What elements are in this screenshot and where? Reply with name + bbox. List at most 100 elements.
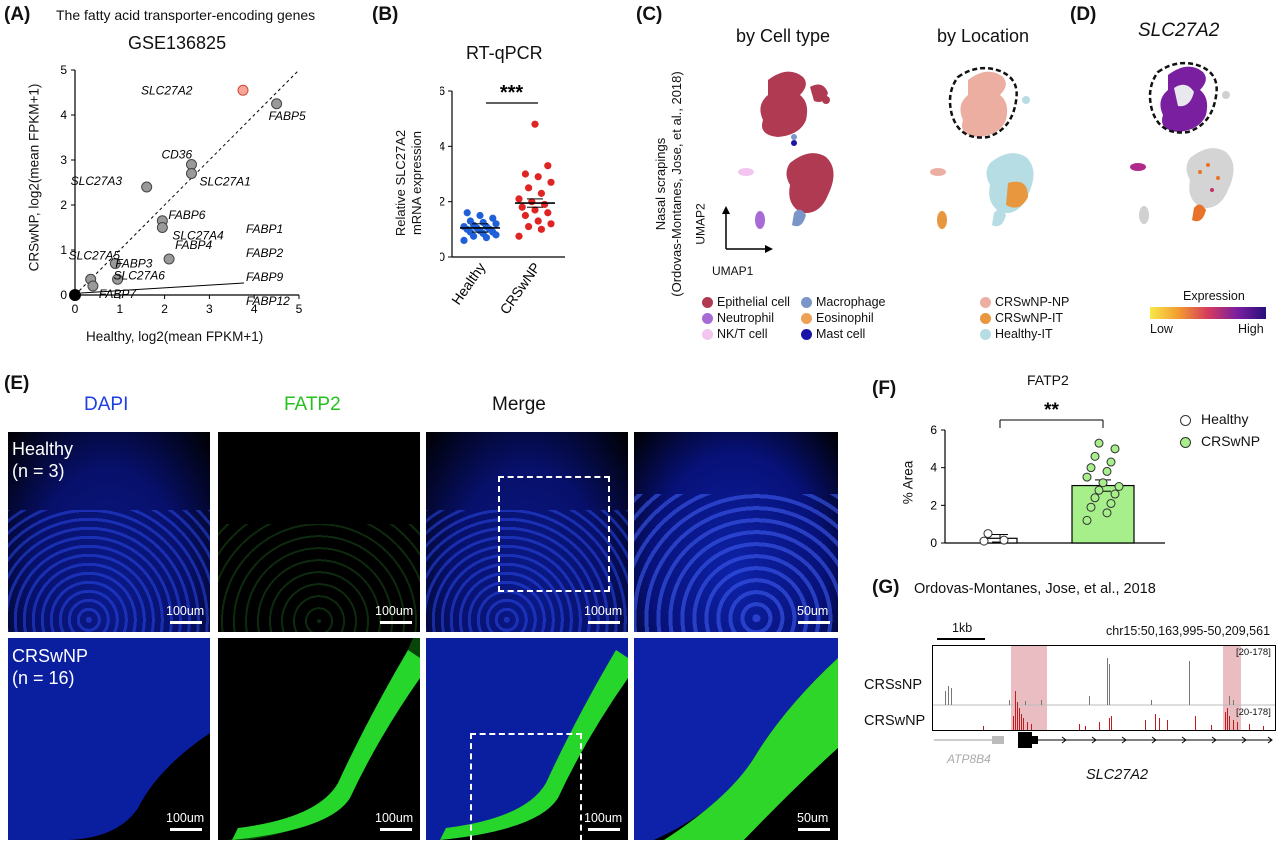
umap1-label: UMAP1 <box>712 264 754 278</box>
zoom-tissue <box>634 638 838 840</box>
legend-item: Eosinophil <box>801 310 886 326</box>
gene-main-label: SLC27A2 <box>1086 767 1149 783</box>
data-point <box>141 181 153 193</box>
data-point <box>1086 502 1096 512</box>
legend-item: Mast cell <box>801 326 886 342</box>
x-tick-label: 4 <box>251 302 258 316</box>
scale-bar <box>170 621 202 624</box>
img-crswnp-zoom <box>634 638 838 840</box>
data-point <box>1090 451 1100 461</box>
track-svg <box>933 646 1275 730</box>
row-healthy-line1: Healthy <box>12 439 74 459</box>
data-point <box>1086 463 1096 473</box>
data-point-origin <box>69 289 81 301</box>
data-point <box>1114 482 1124 491</box>
legend-swatch <box>702 313 713 325</box>
track1-range: [20-178] <box>1236 647 1271 658</box>
leader-line <box>80 282 245 294</box>
track2-label: CRSwNP <box>864 713 926 729</box>
point-label: FABP7 <box>99 287 137 301</box>
scale-label: 100um <box>584 811 623 825</box>
col-merge: Merge <box>492 394 546 415</box>
data-point <box>531 120 539 128</box>
legend-item: CRSwNP-NP <box>980 294 1069 310</box>
row-crswnp-line1: CRSwNP <box>12 646 89 666</box>
data-point <box>515 232 523 240</box>
data-point <box>460 222 468 231</box>
panel-b-ylabel-line1: Relative SLC27A2 <box>393 129 408 237</box>
panel-e-label: (E) <box>4 373 30 394</box>
data-point <box>999 535 1009 545</box>
panel-g-scale: 1kb <box>952 621 973 635</box>
legend-swatch <box>980 313 991 325</box>
data-point <box>87 280 99 292</box>
umap-location <box>930 66 1034 229</box>
data-point <box>1082 515 1092 525</box>
panel-g-label: (G) <box>872 577 900 598</box>
legend-item: CRSwNP-IT <box>980 310 1069 326</box>
legend-item: CRSwNP <box>1180 430 1260 452</box>
data-point <box>156 222 168 233</box>
expression-legend-title: Expression <box>1183 289 1245 303</box>
track-frame <box>932 645 1276 731</box>
y-tick-label: 4 <box>440 139 445 153</box>
col-dapi: DAPI <box>84 394 129 415</box>
x-tick-label: 1 <box>116 302 123 316</box>
x-tick-label: 3 <box>206 302 213 316</box>
scale-bar <box>380 621 412 624</box>
y-tick-label: 2 <box>60 198 67 212</box>
scale-label: 50um <box>797 604 829 618</box>
y-tick-label: 2 <box>440 195 445 209</box>
panel-a-subtitle: The fatty acid transporter-encoding gene… <box>56 7 316 23</box>
legend-label: NK/T cell <box>717 327 768 341</box>
y-tick-label: 3 <box>60 153 67 167</box>
panel-c-side-label-1: Nasal scrapings <box>653 137 668 231</box>
data-point <box>534 173 542 181</box>
panel-g-title: Ordovas-Montanes, Jose, et al., 2018 <box>914 581 1156 597</box>
legend-label: Healthy <box>1201 411 1249 427</box>
data-point <box>525 222 533 231</box>
legend-item: Healthy <box>1180 408 1260 430</box>
celltype-legend-col2: Macrophage Eosinophil Mast cell <box>801 294 886 342</box>
point-label: SLC27A3 <box>71 174 123 188</box>
panel-a-label: (A) <box>4 4 31 25</box>
expression-colorbar <box>1150 307 1266 319</box>
legend-label: Epithelial cell <box>717 295 790 309</box>
img-crswnp-fatp2 <box>218 638 420 840</box>
data-point <box>521 211 529 220</box>
panel-a-ylabel: CRSwNP, log2(mean FPKM+1) <box>26 83 42 272</box>
legend-item: Epithelial cell <box>702 294 790 310</box>
track1-label: CRSsNP <box>864 677 923 693</box>
gene-left-label: ATP8B4 <box>947 752 991 766</box>
img-crswnp-dapi <box>8 638 210 840</box>
legend-swatch <box>702 297 713 309</box>
panel-b-ylabel-line2: mRNA expression <box>409 130 424 236</box>
scale-label: 100um <box>375 604 414 618</box>
scale-label: 100um <box>166 811 205 825</box>
zoom-box <box>470 733 582 840</box>
data-point <box>237 84 249 96</box>
y-tick-label: 1 <box>60 243 67 257</box>
data-point <box>979 536 989 546</box>
data-point <box>1106 457 1116 467</box>
legend-item: Healthy-IT <box>980 326 1069 342</box>
panel-f-legend: Healthy CRSwNP <box>1180 408 1260 452</box>
img-healthy-merge <box>426 432 628 632</box>
legend-item: Macrophage <box>801 294 886 310</box>
data-point <box>112 273 124 285</box>
data-point <box>1094 485 1104 495</box>
img-healthy-zoom <box>634 432 838 632</box>
panel-f-ylabel: % Area <box>900 460 916 505</box>
data-point <box>515 195 523 203</box>
umap2-label: UMAP2 <box>693 203 708 245</box>
panel-c-title-celltype: by Cell type <box>736 26 831 46</box>
data-point <box>271 98 283 110</box>
img-healthy-dapi <box>8 432 210 632</box>
legend-label: Mast cell <box>816 327 866 341</box>
legend-swatch <box>1180 414 1191 426</box>
panel-c-side-label-2: (Ordovas-Montanes, Jose, et al., 2018) <box>669 71 684 297</box>
panel-f-label: (F) <box>872 378 897 399</box>
point-label: SLC27A1 <box>199 175 250 189</box>
scale-bar <box>798 828 830 831</box>
row-healthy-line2: (n = 3) <box>12 461 65 481</box>
